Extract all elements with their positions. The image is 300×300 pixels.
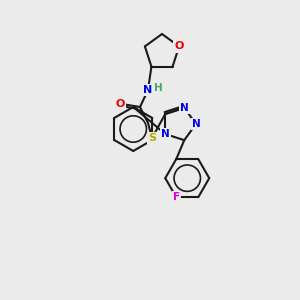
Text: N: N (143, 85, 153, 95)
Text: N: N (192, 119, 200, 129)
Text: S: S (148, 133, 156, 143)
Text: N: N (161, 129, 170, 139)
Text: O: O (115, 99, 125, 109)
Text: F: F (173, 192, 180, 202)
Text: H: H (154, 83, 162, 93)
Text: O: O (174, 41, 184, 51)
Text: N: N (180, 103, 189, 113)
